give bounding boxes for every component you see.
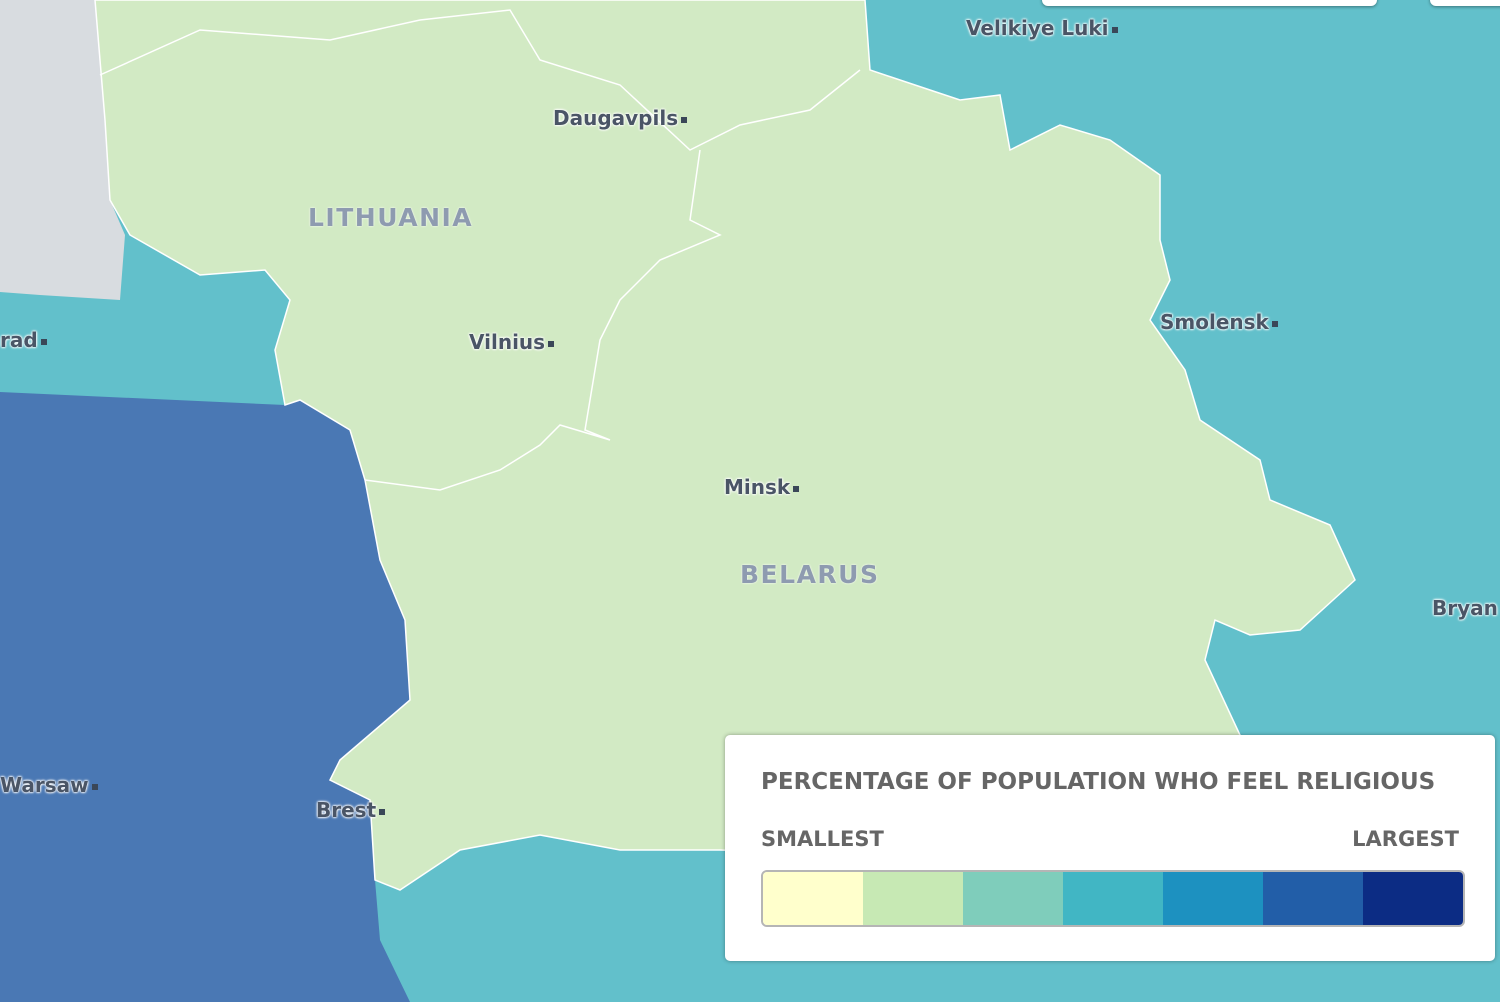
map-control-button[interactable] bbox=[1430, 0, 1500, 6]
country-label-belarus: BELARUS bbox=[740, 560, 880, 589]
city-marker-icon bbox=[548, 340, 555, 347]
legend-swatch bbox=[1263, 872, 1363, 925]
search-box[interactable] bbox=[1042, 0, 1377, 6]
city-name: Smolensk bbox=[1160, 310, 1269, 334]
sea-region bbox=[0, 0, 125, 300]
city-label: Smolensk bbox=[1160, 310, 1278, 334]
country-label-lithuania: LITHUANIA bbox=[308, 203, 474, 232]
city-name: Vilnius bbox=[469, 330, 546, 354]
legend-swatch bbox=[863, 872, 963, 925]
city-name: Minsk bbox=[724, 475, 791, 499]
city-marker-icon bbox=[379, 808, 386, 815]
city-label: Minsk bbox=[724, 475, 800, 499]
region-poland[interactable] bbox=[0, 392, 410, 1002]
city-label: Daugavpils bbox=[553, 106, 688, 130]
city-name: Bryan bbox=[1432, 596, 1498, 620]
legend-color-scale bbox=[761, 870, 1465, 927]
city-marker-icon bbox=[1111, 26, 1118, 33]
city-marker-icon bbox=[1271, 320, 1278, 327]
city-name: Daugavpils bbox=[553, 106, 679, 130]
legend-swatch bbox=[963, 872, 1063, 925]
city-name: Warsaw bbox=[0, 773, 89, 797]
city-name: Brest bbox=[316, 798, 377, 822]
city-label: Bryan bbox=[1432, 596, 1498, 620]
map-legend: PERCENTAGE OF POPULATION WHO FEEL RELIGI… bbox=[725, 735, 1495, 961]
legend-swatch bbox=[1363, 872, 1463, 925]
city-marker-icon bbox=[40, 338, 47, 345]
city-marker-icon bbox=[91, 783, 98, 790]
city-marker-icon bbox=[681, 116, 688, 123]
legend-low-label: SMALLEST bbox=[761, 827, 884, 851]
city-label: Brest bbox=[316, 798, 386, 822]
legend-title: PERCENTAGE OF POPULATION WHO FEEL RELIGI… bbox=[761, 769, 1436, 795]
legend-swatch bbox=[763, 872, 863, 925]
city-marker-icon bbox=[793, 485, 800, 492]
city-label: Vilnius bbox=[469, 330, 555, 354]
city-name: rad bbox=[0, 328, 38, 352]
legend-high-label: LARGEST bbox=[1352, 827, 1459, 851]
legend-swatch bbox=[1063, 872, 1163, 925]
border-lithuania-latvia bbox=[99, 9, 861, 151]
border-lithuania-belarus bbox=[364, 149, 722, 491]
city-label: Warsaw bbox=[0, 773, 98, 797]
city-name: Velikiye Luki bbox=[966, 16, 1109, 40]
city-label: rad bbox=[0, 328, 47, 352]
legend-swatch bbox=[1163, 872, 1263, 925]
city-label: Velikiye Luki bbox=[966, 16, 1118, 40]
